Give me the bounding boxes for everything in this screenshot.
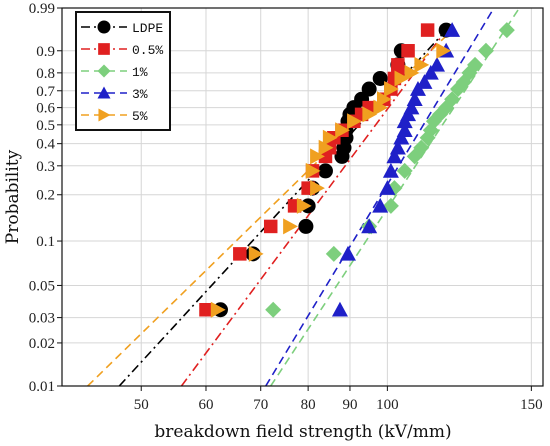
data-point <box>296 197 312 214</box>
data-point <box>391 58 405 72</box>
data-point <box>389 139 406 155</box>
data-point <box>362 106 378 123</box>
data-point <box>310 148 325 165</box>
data-point <box>416 74 433 89</box>
y-tick-label: 0.3 <box>36 159 55 175</box>
data-point <box>498 22 515 39</box>
data-point <box>361 81 377 97</box>
data-point <box>331 301 348 317</box>
data-point <box>444 22 461 37</box>
x-tick-label: 80 <box>301 397 316 413</box>
data-point <box>406 91 423 107</box>
y-tick-label: 0.02 <box>29 336 55 352</box>
data-point <box>379 180 396 195</box>
data-point <box>372 197 389 213</box>
data-point <box>335 122 350 139</box>
fit-line <box>265 8 495 386</box>
data-point <box>210 301 226 318</box>
x-tick-label: 50 <box>134 397 149 413</box>
data-point <box>322 129 338 146</box>
data-point <box>396 162 413 179</box>
fit-line <box>87 29 453 386</box>
y-tick-label: 0.8 <box>36 66 55 82</box>
legend-marker <box>97 20 111 34</box>
x-axis-label: breakdown field strength (kV/mm) <box>154 422 451 442</box>
data-point <box>382 197 399 214</box>
data-points <box>199 22 515 318</box>
data-point <box>248 245 264 262</box>
legend-marker <box>97 64 111 78</box>
data-point <box>394 70 410 87</box>
data-point <box>384 81 399 98</box>
x-tick-label: 100 <box>376 397 399 413</box>
x-tick-label: 60 <box>198 397 213 413</box>
y-ticks: 0.01 0.02 0.03 0.05 0.1 0.2 0.3 0.4 0.50.60.7 0.8… <box>29 1 62 395</box>
fit-line <box>270 8 520 386</box>
y-tick-label: 0.9 <box>36 44 55 60</box>
data-point <box>444 91 461 108</box>
data-point <box>361 218 378 234</box>
legend-label: LDPE <box>132 21 163 36</box>
plot-frame <box>61 7 544 387</box>
y-tick-label: 0.4 <box>36 137 55 153</box>
data-point <box>305 162 321 179</box>
fit-line <box>180 29 447 386</box>
data-point <box>372 70 388 86</box>
data-point <box>339 245 356 261</box>
data-point <box>414 56 430 73</box>
data-point <box>347 113 362 130</box>
y-tick-label: 0.01 <box>29 379 55 395</box>
data-point <box>298 218 314 234</box>
data-point <box>467 56 484 73</box>
x-ticks: 50 60 70 80 90 100 150 <box>134 386 543 413</box>
legend-marker <box>98 43 110 55</box>
data-point <box>403 99 420 115</box>
data-point <box>317 163 333 179</box>
legend-label: 0.5% <box>132 43 163 58</box>
y-tick-label: 0.05 <box>29 278 55 294</box>
data-point <box>263 219 278 234</box>
y-tick-label: 0.1 <box>36 234 55 250</box>
y-tick-label: 0.99 <box>29 1 55 17</box>
data-point <box>233 247 247 261</box>
y-tick-label: 0.5 <box>36 118 55 134</box>
data-point <box>318 139 334 156</box>
data-point <box>413 139 430 156</box>
data-point <box>283 218 298 235</box>
data-point <box>386 148 403 164</box>
data-point <box>325 245 342 262</box>
legend-marker <box>98 108 111 122</box>
data-point <box>429 56 446 72</box>
x-tick-label: 90 <box>342 397 357 413</box>
legend-label: 3% <box>132 87 148 102</box>
data-point <box>377 91 392 108</box>
y-tick-label: 0.7 <box>36 84 55 100</box>
y-tick-label: 0.6 <box>36 101 55 117</box>
data-point <box>396 122 413 138</box>
data-point <box>420 23 435 37</box>
y-tick-label: 0.03 <box>29 311 55 327</box>
legend-label: 5% <box>132 109 148 124</box>
legend-box <box>75 11 171 131</box>
x-tick-label: 70 <box>253 397 268 413</box>
data-point <box>422 64 439 80</box>
data-point <box>477 42 494 59</box>
data-point <box>265 301 282 318</box>
data-point <box>436 42 452 59</box>
legend: LDPE 0.5% 1% 3% 5% <box>75 11 171 131</box>
legend-label: 1% <box>132 65 148 80</box>
y-tick-label: 0.2 <box>36 188 55 204</box>
data-point <box>382 162 399 178</box>
data-point <box>199 303 213 317</box>
data-point <box>393 129 410 145</box>
legend-marker <box>97 86 111 99</box>
y-axis-label: Probability <box>3 149 23 244</box>
data-point <box>404 64 420 81</box>
data-point <box>401 44 415 58</box>
data-point <box>310 180 325 197</box>
x-tick-label: 150 <box>520 397 543 413</box>
